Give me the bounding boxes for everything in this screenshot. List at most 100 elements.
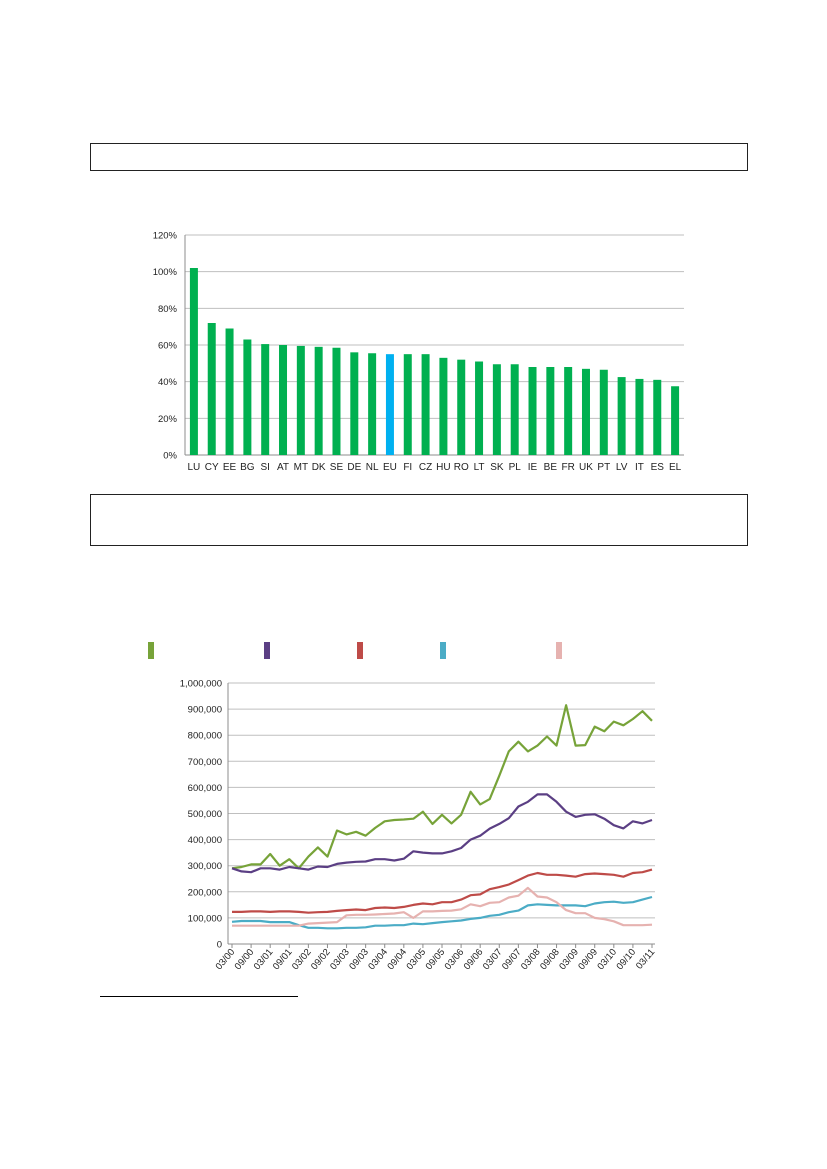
bar-y-tick-label: 0% (163, 451, 177, 462)
line-x-tick-label: 03/09 (557, 947, 581, 972)
line-y-tick-label: 600,000 (188, 783, 222, 794)
bar-bg (243, 339, 252, 455)
bar-el (671, 386, 680, 455)
bar-x-tick-label: ES (651, 462, 665, 473)
bar-lt (475, 361, 484, 455)
bar-it (635, 378, 644, 455)
bar-x-tick-label: LV (616, 462, 628, 473)
line-x-tick-label: 03/00 (214, 947, 238, 972)
bar-x-tick-label: SI (260, 462, 269, 473)
bar-ro (457, 359, 466, 455)
bar-y-tick-label: 20% (158, 414, 178, 425)
bar-x-tick-label: AT (277, 462, 289, 473)
bar-de (350, 352, 359, 455)
legend-swatch-5 (556, 642, 562, 659)
line-y-tick-label: 900,000 (188, 705, 222, 716)
line-x-tick-label: 03/02 (290, 947, 314, 972)
line-series-3 (232, 868, 653, 914)
line-x-tick-label: 09/02 (309, 947, 333, 972)
bar-x-tick-label: BG (240, 462, 255, 473)
line-x-tick-label: 03/03 (328, 947, 352, 972)
bar-x-tick-label: FR (561, 462, 574, 473)
bar-ie (528, 367, 537, 455)
bar-x-tick-label: PL (509, 462, 522, 473)
bar-cy (207, 323, 216, 455)
line-x-tick-label: 09/10 (614, 947, 638, 972)
line-y-tick-label: 200,000 (188, 887, 222, 898)
line-chart: 0 100,000 200,000 300,000 400,000 500,000 600,… (148, 642, 657, 972)
line-y-tick-label: 400,000 (188, 835, 222, 846)
line-y-tick-label: 800,000 (188, 731, 222, 742)
bar-x-tick-label: IT (635, 462, 644, 473)
bar-mt (296, 345, 305, 455)
bar-x-tick-label: IE (528, 462, 538, 473)
bar-y-tick-label: 120% (153, 231, 178, 242)
legend-swatch-3 (357, 642, 363, 659)
bar-si (261, 344, 270, 455)
line-x-tick-label: 03/01 (252, 947, 276, 972)
bar-x-tick-label: EE (223, 462, 237, 473)
bar-x-tick-label: SE (330, 462, 344, 473)
bar-se (332, 347, 341, 455)
text-box-middle (90, 494, 748, 546)
bar-es (653, 379, 662, 455)
bar-y-tick-label: 100% (153, 267, 178, 278)
line-y-tick-label: 100,000 (188, 913, 222, 924)
line-x-tick-label: 03/08 (519, 947, 543, 972)
bar-x-tick-label: CZ (419, 462, 432, 473)
bar-nl (368, 353, 377, 455)
line-x-tick-label: 09/04 (385, 947, 409, 972)
bar-ee (225, 328, 234, 455)
bar-hu (439, 357, 448, 455)
line-x-tick-label: 09/06 (462, 947, 486, 972)
bar-x-tick-label: CY (205, 462, 219, 473)
line-x-tick-label: 09/01 (271, 947, 295, 972)
text-box-top (90, 143, 748, 171)
bar-x-tick-label: LT (474, 462, 485, 473)
bar-x-tick-label: UK (579, 462, 593, 473)
line-x-tick-label: 09/07 (500, 947, 524, 972)
line-y-tick-label: 700,000 (188, 757, 222, 768)
bar-x-tick-label: BE (544, 462, 558, 473)
line-x-tick-label: 03/11 (634, 947, 657, 972)
line-x-tick-label: 09/03 (347, 947, 371, 972)
footnote-separator (100, 996, 298, 997)
legend-swatch-4 (440, 642, 446, 659)
bar-x-tick-label: RO (454, 462, 469, 473)
line-x-tick-label: 03/06 (443, 947, 467, 972)
line-series-1 (231, 704, 653, 870)
line-y-tick-label: 1,000,000 (180, 679, 222, 690)
bar-fi (403, 354, 412, 455)
bar-x-tick-label: NL (366, 462, 379, 473)
bar-x-tick-label: FI (403, 462, 412, 473)
line-x-tick-label: 09/09 (576, 947, 600, 972)
bar-fr (564, 367, 573, 455)
bar-be (546, 367, 555, 455)
line-series-2 (231, 793, 653, 874)
line-y-tick-label: 300,000 (188, 861, 222, 872)
line-x-tick-label: 09/08 (538, 947, 562, 972)
bar-x-tick-label: EL (669, 462, 682, 473)
line-x-tick-label: 03/07 (481, 947, 505, 972)
bar-x-tick-label: HU (436, 462, 450, 473)
legend-swatch-1 (148, 642, 154, 659)
bar-y-tick-label: 80% (158, 304, 178, 315)
bar-x-tick-label: MT (294, 462, 308, 473)
bar-dk (314, 346, 323, 455)
bar-pt (599, 369, 608, 455)
bar-cz (421, 354, 430, 455)
line-series-5 (232, 886, 653, 927)
line-x-tick-label: 03/05 (404, 947, 428, 972)
line-x-tick-label: 09/00 (233, 947, 257, 972)
bar-x-tick-label: DE (347, 462, 361, 473)
bar-sk (492, 364, 501, 455)
bar-chart: 0% 20% 40% 60% 80% 100% 120% LU CY EE BG SI AT MT DK SE… (153, 231, 684, 473)
bar-x-tick-label: SK (490, 462, 504, 473)
line-y-tick-label: 0 (217, 940, 222, 951)
bar-lu (189, 268, 198, 455)
bar-eu (385, 354, 394, 455)
line-x-tick-label: 09/05 (424, 947, 448, 972)
bar-lv (617, 377, 626, 455)
bar-at (279, 345, 288, 455)
bar-x-tick-label: DK (312, 462, 326, 473)
